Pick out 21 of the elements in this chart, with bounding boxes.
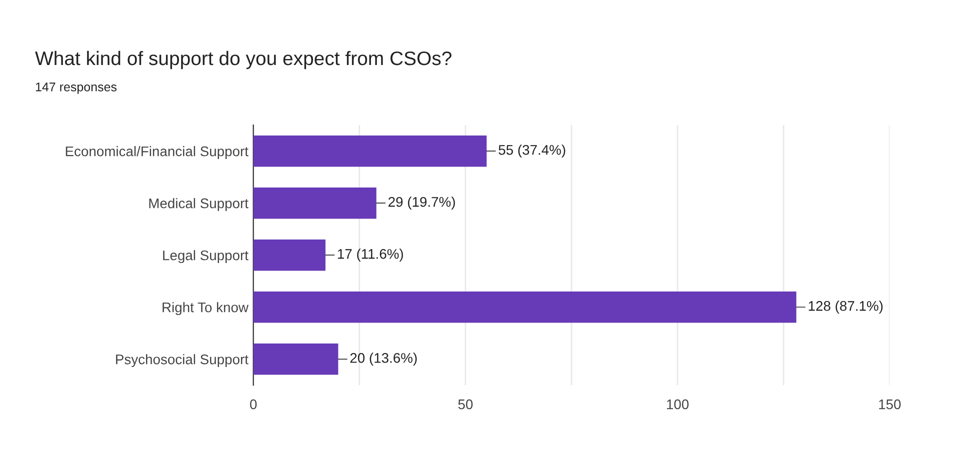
data-label: 128 (87.1%) <box>808 300 883 314</box>
data-label: 20 (13.6%) <box>350 352 417 366</box>
bar <box>253 135 487 167</box>
data-label: 29 (19.7%) <box>388 196 455 210</box>
y-tick-label: Legal Support <box>163 250 248 264</box>
y-tick-label: Psychosocial Support <box>116 354 248 368</box>
data-label: 55 (37.4%) <box>498 144 566 158</box>
y-tick-label: Right To know <box>162 302 249 316</box>
x-tick-label: 0 <box>250 399 257 410</box>
y-tick-label: Medical Support <box>149 198 248 212</box>
x-tick-label: 50 <box>458 399 473 410</box>
x-tick-label: 150 <box>879 399 901 410</box>
x-tick-label: 100 <box>667 399 689 410</box>
data-label: 17 (11.6%) <box>338 248 403 262</box>
text: 147 responses <box>36 82 117 94</box>
bar <box>253 292 796 323</box>
bar <box>253 240 326 271</box>
bar <box>253 344 338 375</box>
chart-title: What kind of support do you expect from CSOs? <box>35 50 452 70</box>
bar <box>253 187 376 219</box>
y-tick-label: Economical/Financial Support <box>66 146 248 159</box>
